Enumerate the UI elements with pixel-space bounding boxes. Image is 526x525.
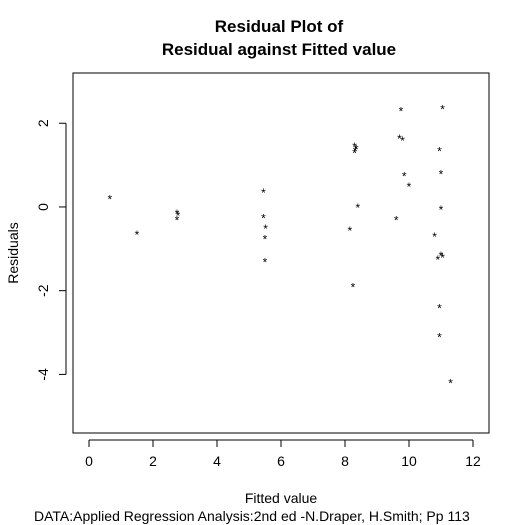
x-tick-label: 12 <box>465 453 481 469</box>
data-point: * <box>354 142 359 156</box>
data-point: * <box>352 146 357 160</box>
data-point: * <box>399 105 404 119</box>
data-point: * <box>437 331 442 345</box>
data-point: * <box>448 377 453 391</box>
plot-frame <box>72 72 490 434</box>
x-tick-label: 8 <box>341 453 349 469</box>
data-point: * <box>440 251 445 265</box>
x-tick-label: 0 <box>85 453 93 469</box>
x-tick-label: 6 <box>277 453 285 469</box>
data-point: * <box>440 102 445 116</box>
data-point: * <box>397 132 402 146</box>
y-tick-label: 2 <box>35 119 51 127</box>
x-tick-label: 4 <box>213 453 221 469</box>
data-point: * <box>355 201 360 215</box>
data-point: * <box>353 144 358 158</box>
data-point: * <box>261 186 266 200</box>
data-point: * <box>263 255 268 269</box>
x-tick-label: 10 <box>401 453 417 469</box>
data-point: * <box>435 253 440 267</box>
data-point: * <box>175 213 180 227</box>
data-point: * <box>263 232 268 246</box>
data-point: * <box>394 213 399 227</box>
data-point: * <box>175 207 180 221</box>
data-point: * <box>347 224 352 238</box>
data-point: * <box>432 230 437 244</box>
y-axis: -4 -2 0 2 <box>35 119 67 381</box>
data-point: * <box>261 211 266 225</box>
y-tick-label: 0 <box>35 203 51 211</box>
data-point: * <box>402 169 407 183</box>
data-point: * <box>437 301 442 315</box>
data-point: * <box>439 167 444 181</box>
y-tick-label: -2 <box>35 284 51 297</box>
data-point: * <box>351 280 356 294</box>
data-point: * <box>135 228 140 242</box>
data-point: * <box>352 140 357 154</box>
data-point: * <box>439 249 444 263</box>
y-axis-label: Residuals <box>5 222 21 283</box>
data-point: * <box>263 222 268 236</box>
data-point: * <box>437 144 442 158</box>
data-point: * <box>407 180 412 194</box>
x-axis-label: Fitted value <box>245 490 318 506</box>
x-tick-label: 2 <box>149 453 157 469</box>
data-point: * <box>439 203 444 217</box>
chart-title-line1: Residual Plot of <box>215 17 344 36</box>
data-points: ********** ************************ <box>107 102 453 390</box>
data-point: * <box>176 209 181 223</box>
x-axis: 0 2 4 6 8 10 12 <box>85 439 481 469</box>
y-tick-label: -4 <box>35 368 51 381</box>
data-source-note: DATA:Applied Regression Analysis:2nd ed … <box>34 508 470 524</box>
data-point: * <box>107 192 112 206</box>
data-point: * <box>400 134 405 148</box>
chart-title-line2: Residual against Fitted value <box>162 40 396 59</box>
